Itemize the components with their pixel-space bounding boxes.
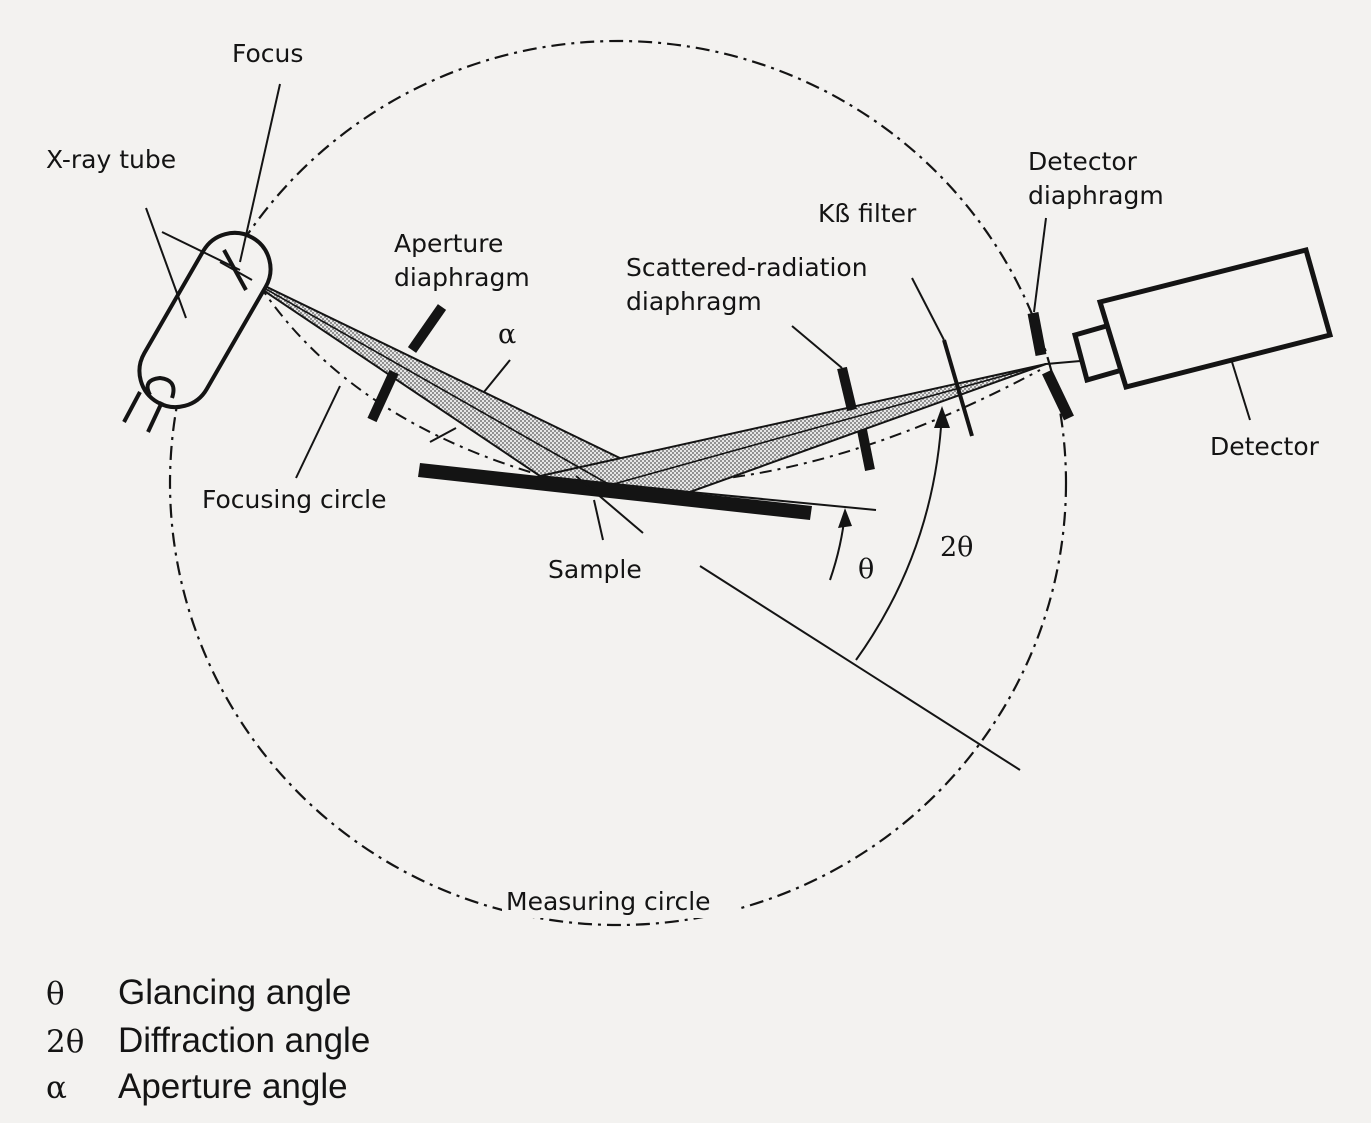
- detector-diaphragm: [1027, 311, 1047, 357]
- leader-focusing-circle: [295, 385, 341, 479]
- beam-line: [235, 271, 611, 486]
- label-scattered-line1: Scattered-radiation: [626, 253, 868, 282]
- leader-scattered: [791, 325, 843, 369]
- beam-line: [609, 363, 1047, 486]
- label-detector-diaphragm-line1: Detector: [1028, 147, 1138, 176]
- sample: [418, 463, 812, 520]
- detector: [1045, 246, 1334, 391]
- kb-filter: [942, 339, 974, 437]
- label-focus: Focus: [232, 39, 303, 68]
- alpha-arrow: [429, 427, 457, 443]
- measuring-circle: [168, 39, 1068, 927]
- legend: θ Glancing angle 2θ Diffraction angle α …: [46, 973, 370, 1106]
- legend-text-diffraction: Diffraction angle: [118, 1021, 370, 1060]
- label-detector: Detector: [1210, 432, 1320, 461]
- leader-kb-filter: [911, 277, 945, 341]
- label-aperture-line1: Aperture: [394, 229, 503, 258]
- legend-text-glancing: Glancing angle: [118, 973, 352, 1012]
- theta-arrowhead: [838, 508, 852, 528]
- label-theta: θ: [858, 554, 874, 585]
- leader-focus: [239, 83, 281, 263]
- aperture-diaphragm: [407, 304, 447, 353]
- two-theta-arc: [855, 411, 943, 661]
- label-xray-tube: X-ray tube: [46, 145, 176, 174]
- leader-detector-diaphragm: [1033, 217, 1047, 313]
- measuring-label-bg: [502, 882, 738, 918]
- aperture-diaphragm: [367, 369, 399, 423]
- legend-symbol-alpha: α: [46, 1070, 67, 1106]
- label-focusing-circle: Focusing circle: [202, 485, 387, 514]
- leader-xray-tube-axis: [161, 231, 241, 271]
- label-scattered-line2: diaphragm: [626, 287, 762, 316]
- legend-symbol-two-theta: 2θ: [46, 1024, 84, 1060]
- label-alpha: α: [498, 319, 516, 350]
- detector-diaphragm: [1042, 369, 1074, 421]
- legend-text-aperture: Aperture angle: [118, 1067, 348, 1106]
- legend-symbol-theta: θ: [46, 976, 65, 1012]
- scattered-radiation-diaphragm: [837, 366, 857, 412]
- label-aperture-line2: diaphragm: [394, 263, 530, 292]
- leader-xray-tube: [145, 207, 187, 319]
- alpha-arrow: [483, 359, 511, 393]
- label-two-theta: 2θ: [940, 532, 973, 563]
- two-theta-arrowhead: [934, 406, 950, 428]
- sample-normal: [575, 475, 644, 534]
- leader-sample: [593, 499, 604, 541]
- focus-mark: [219, 261, 253, 281]
- scattered-radiation-diaphragm: [857, 429, 875, 471]
- two-theta-reference-line: [699, 565, 1021, 771]
- label-measuring-circle: Measuring circle: [506, 887, 711, 916]
- label-detector-diaphragm-line2: diaphragm: [1028, 181, 1164, 210]
- label-sample: Sample: [548, 555, 642, 584]
- leader-detector: [1231, 361, 1251, 421]
- theta-reference-line: [689, 491, 877, 511]
- label-kb-filter: Kß filter: [818, 199, 917, 228]
